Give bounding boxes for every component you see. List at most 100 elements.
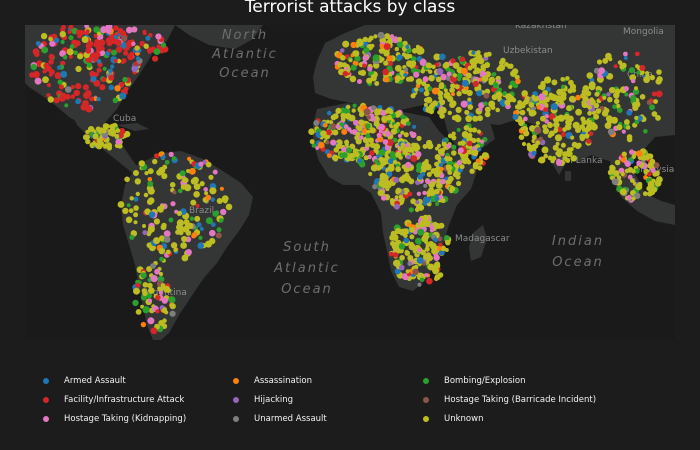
attack-point bbox=[400, 130, 405, 135]
attack-point bbox=[443, 88, 448, 93]
attack-point bbox=[123, 86, 129, 92]
attack-point bbox=[456, 91, 461, 96]
attack-point bbox=[424, 273, 429, 278]
attack-point bbox=[562, 151, 568, 157]
attack-point bbox=[555, 141, 560, 146]
attack-point bbox=[83, 91, 91, 99]
attack-point bbox=[563, 113, 570, 120]
legend-item[interactable]: Unknown bbox=[423, 414, 483, 424]
attack-point bbox=[628, 157, 634, 162]
attack-point bbox=[456, 127, 461, 132]
attack-point bbox=[140, 272, 147, 279]
attack-point bbox=[385, 186, 390, 192]
attack-point bbox=[555, 151, 561, 156]
attack-point bbox=[170, 201, 176, 207]
attack-point bbox=[415, 44, 420, 49]
legend-item[interactable]: Hostage Taking (Kidnapping) bbox=[43, 414, 186, 424]
attack-point bbox=[634, 192, 641, 199]
attack-point bbox=[434, 276, 439, 281]
attack-point bbox=[105, 37, 113, 44]
legend-item[interactable]: Assassination bbox=[233, 376, 312, 386]
attack-point bbox=[75, 65, 82, 73]
legend-item[interactable]: Bombing/Explosion bbox=[423, 376, 525, 386]
attack-point bbox=[311, 143, 317, 148]
attack-point bbox=[393, 123, 399, 130]
attack-point bbox=[133, 205, 139, 211]
attack-point bbox=[396, 54, 403, 61]
attack-point bbox=[154, 268, 161, 275]
attack-point bbox=[96, 59, 102, 64]
legend-item[interactable]: Armed Assault bbox=[43, 376, 126, 386]
attack-point bbox=[431, 265, 439, 273]
attack-point bbox=[115, 128, 121, 133]
attack-point bbox=[431, 64, 436, 70]
attack-point bbox=[150, 263, 156, 269]
attack-point bbox=[456, 72, 463, 79]
caribbean-cuba bbox=[117, 123, 149, 131]
attack-point bbox=[85, 47, 92, 54]
attack-point bbox=[356, 125, 363, 132]
attack-point bbox=[148, 211, 156, 218]
attack-point bbox=[41, 46, 49, 54]
attack-point bbox=[169, 182, 176, 188]
world-map[interactable]: North Atlantic Ocean South Atlantic Ocean Indi… bbox=[25, 25, 675, 340]
legend-label: Bombing/Explosion bbox=[444, 376, 526, 386]
legend-item[interactable]: Unarmed Assault bbox=[233, 414, 327, 424]
legend-item[interactable]: Hijacking bbox=[233, 395, 293, 405]
attack-point bbox=[219, 186, 224, 191]
attack-point bbox=[126, 26, 133, 34]
attack-point bbox=[377, 31, 385, 39]
attack-point bbox=[135, 56, 141, 61]
attack-point bbox=[96, 137, 103, 144]
attack-point bbox=[202, 160, 207, 165]
attack-point bbox=[129, 196, 134, 201]
attack-point bbox=[394, 195, 399, 200]
attack-point bbox=[133, 220, 138, 225]
attack-point bbox=[454, 84, 460, 90]
attack-point bbox=[410, 56, 417, 62]
attack-point bbox=[399, 264, 405, 271]
attack-point bbox=[165, 288, 171, 293]
attack-point bbox=[342, 70, 349, 77]
attack-point bbox=[435, 182, 443, 189]
legend-item[interactable]: Facility/Infrastructure Attack bbox=[43, 395, 184, 405]
attack-point bbox=[586, 123, 593, 131]
attack-point bbox=[420, 68, 426, 74]
attack-point bbox=[609, 87, 616, 94]
attack-point bbox=[514, 104, 520, 110]
attack-point bbox=[419, 277, 425, 282]
attack-point bbox=[437, 246, 442, 251]
attack-point bbox=[108, 74, 115, 81]
attack-point bbox=[497, 87, 503, 93]
attack-point bbox=[464, 109, 470, 115]
attack-point bbox=[448, 175, 454, 182]
attack-point bbox=[135, 191, 140, 197]
attack-point bbox=[526, 142, 531, 148]
attack-point bbox=[366, 115, 371, 120]
attack-point bbox=[436, 223, 442, 229]
attack-point bbox=[382, 139, 389, 145]
attack-point bbox=[147, 177, 153, 182]
attack-point bbox=[386, 139, 394, 147]
legend-color-dot bbox=[43, 397, 49, 403]
attack-point bbox=[176, 210, 182, 216]
attack-point bbox=[345, 147, 352, 154]
attack-point bbox=[133, 196, 139, 202]
attack-point bbox=[68, 35, 74, 41]
attack-point bbox=[42, 76, 49, 84]
attack-point bbox=[563, 87, 568, 92]
attack-point bbox=[101, 76, 107, 83]
map-canvas[interactable]: North Atlantic Ocean South Atlantic Ocean Indi… bbox=[25, 25, 675, 340]
attack-point bbox=[445, 76, 451, 81]
legend-item[interactable]: Hostage Taking (Barricade Incident) bbox=[423, 395, 596, 405]
attack-point bbox=[96, 67, 102, 73]
attack-point bbox=[521, 90, 528, 97]
attack-point bbox=[548, 93, 556, 101]
attack-point bbox=[140, 321, 147, 328]
attack-point bbox=[367, 66, 373, 72]
attack-point bbox=[47, 96, 54, 103]
attack-point bbox=[184, 178, 189, 183]
attack-point bbox=[436, 68, 444, 76]
attack-point bbox=[96, 31, 101, 36]
ocean-label-north-atlantic: Atlantic bbox=[211, 47, 278, 62]
